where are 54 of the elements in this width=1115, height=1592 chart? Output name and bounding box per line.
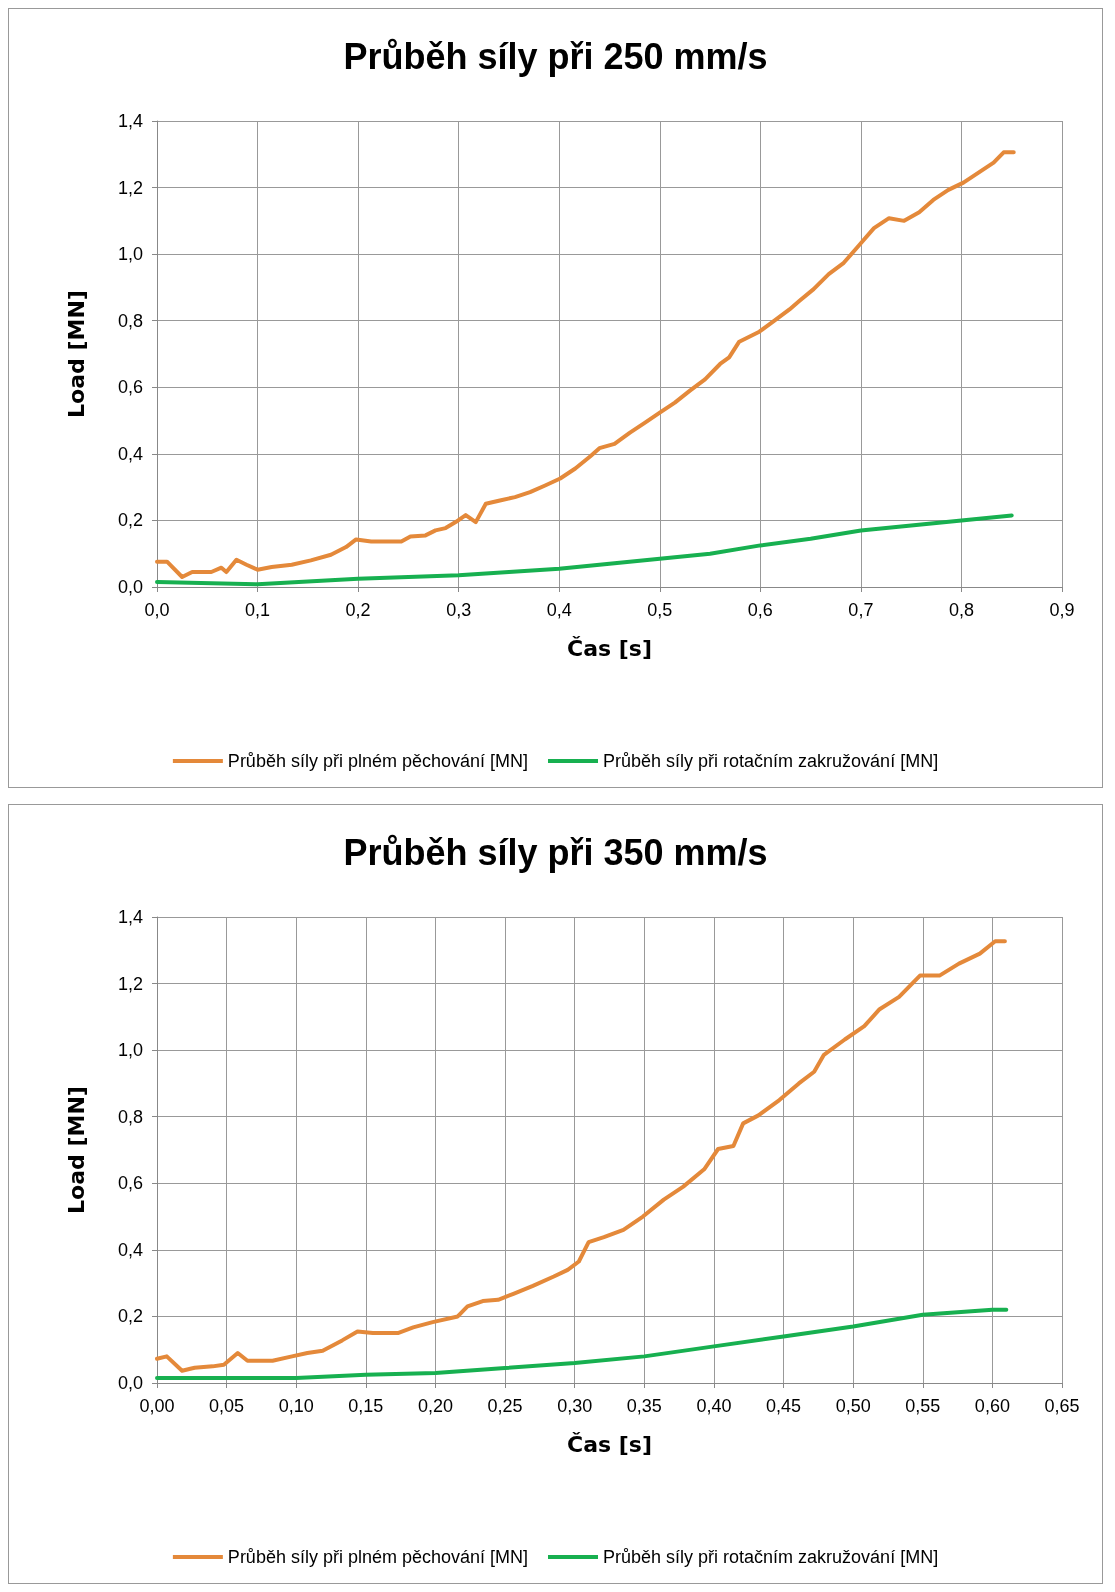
y-tick-label: 1,4	[117, 907, 143, 927]
x-tick-label: 0,20	[417, 1396, 453, 1416]
y-tick-label: 0,8	[117, 1106, 143, 1127]
x-tick-label: 0,35	[626, 1396, 662, 1416]
x-tick-label: 0,3	[446, 600, 472, 620]
y-tick-label: 1,4	[117, 111, 143, 131]
y-tick-label: 0,0	[117, 1373, 143, 1393]
x-tick-label: 0,2	[345, 600, 371, 620]
y-tick-label: 1,2	[117, 177, 143, 198]
y-tick-label: 1,0	[117, 244, 143, 265]
legend-label: Průběh síly při plném pěchování [MN]	[227, 751, 529, 771]
y-tick-label: 1,2	[117, 973, 143, 994]
y-tick-label: 0,6	[117, 377, 143, 398]
line-series	[155, 150, 1016, 580]
x-tick-label: 0,40	[696, 1396, 732, 1416]
x-tick-label: 0,7	[848, 600, 874, 620]
line-series	[155, 1307, 1009, 1381]
y-axis-title: Load [MN]	[63, 290, 89, 418]
x-tick-label: 0,8	[948, 600, 974, 620]
x-tick-label: 0,00	[139, 1396, 175, 1416]
y-tick-label: 0,0	[117, 577, 143, 597]
x-tick-label: 0,6	[747, 600, 773, 620]
x-tick-label: 0,45	[766, 1396, 802, 1416]
line-series	[155, 513, 1014, 587]
y-tick-label: 0,4	[117, 443, 143, 464]
chart-title: Průběh síly při 250 mm/s	[343, 35, 768, 77]
x-axis-title: Čas [s]	[567, 635, 652, 661]
x-tick-label: 0,65	[1044, 1396, 1080, 1416]
x-tick-label: 0,5	[647, 600, 673, 620]
x-tick-label: 0,50	[835, 1396, 871, 1416]
chart-title: Průběh síly při 350 mm/s	[343, 831, 768, 873]
x-tick-label: 0,60	[974, 1396, 1010, 1416]
legend-label: Průběh síly při rotačním zakružování [MN]	[603, 751, 939, 771]
x-tick-label: 0,0	[144, 600, 170, 620]
legend-label: Průběh síly při plném pěchování [MN]	[227, 1547, 529, 1567]
x-tick-label: 0,4	[546, 600, 572, 620]
x-tick-label: 0,1	[245, 600, 271, 620]
y-tick-label: 0,6	[117, 1173, 143, 1194]
y-axis-title: Load [MN]	[63, 1086, 89, 1214]
y-tick-label: 0,4	[117, 1239, 143, 1260]
y-tick-label: 1,0	[117, 1040, 143, 1061]
x-tick-label: 0,25	[487, 1396, 523, 1416]
x-tick-label: 0,30	[557, 1396, 593, 1416]
x-tick-label: 0,10	[278, 1396, 314, 1416]
y-tick-label: 0,2	[117, 1306, 143, 1327]
line-series	[155, 939, 1007, 1373]
x-tick-label: 0,05	[209, 1396, 245, 1416]
x-tick-label: 0,55	[905, 1396, 941, 1416]
y-tick-label: 0,8	[117, 310, 143, 331]
x-tick-label: 0,9	[1049, 600, 1075, 620]
y-tick-label: 0,2	[117, 510, 143, 531]
x-tick-label: 0,15	[348, 1396, 384, 1416]
legend-label: Průběh síly při rotačním zakružování [MN]	[603, 1547, 939, 1567]
x-axis-title: Čas [s]	[567, 1431, 652, 1457]
